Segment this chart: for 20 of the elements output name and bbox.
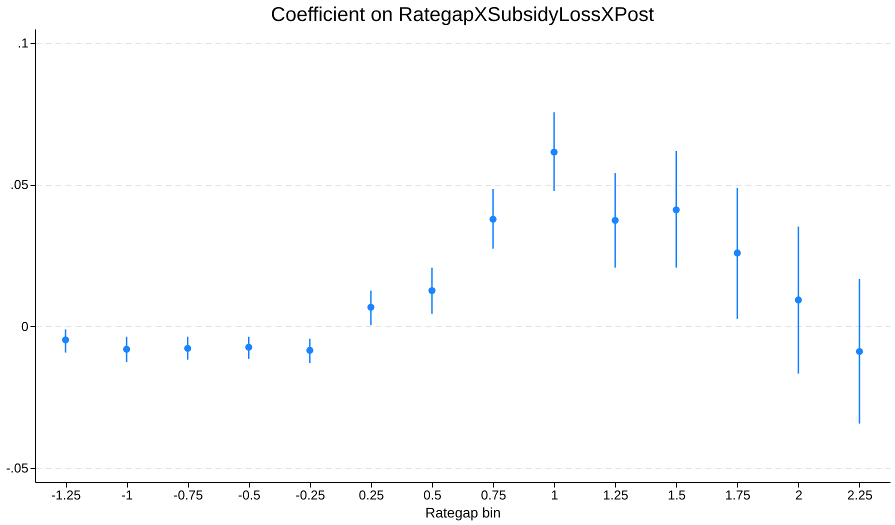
x-tick-label: 2 bbox=[795, 488, 803, 502]
x-tick-label: 0.25 bbox=[358, 488, 384, 502]
x-tick-label: 1 bbox=[550, 488, 558, 502]
x-tick-label: 0.5 bbox=[423, 488, 442, 502]
x-tick-label: -0.25 bbox=[296, 488, 326, 502]
x-tick-label: 1.5 bbox=[668, 488, 686, 502]
chart-title: Coefficient on RategapXSubsidyLossXPost bbox=[270, 4, 655, 26]
x-tick-label: 1.75 bbox=[725, 488, 750, 502]
y-tick-label: 0 bbox=[21, 318, 28, 334]
x-tick-label: 1.25 bbox=[603, 488, 628, 502]
y-tick-label: .05 bbox=[10, 177, 28, 192]
x-axis-title: Rategap bin bbox=[425, 504, 501, 520]
x-tick-label: -1.25 bbox=[51, 488, 81, 502]
y-tick-label: -.05 bbox=[6, 460, 28, 476]
y-tick-label: .1 bbox=[18, 36, 28, 51]
x-tick-label: -0.5 bbox=[238, 488, 260, 502]
x-tick-label: -0.75 bbox=[173, 488, 203, 502]
x-tick-label: 0.75 bbox=[480, 488, 506, 502]
x-tick-label: 2.25 bbox=[847, 488, 873, 502]
x-tick-label: -1 bbox=[121, 488, 133, 502]
